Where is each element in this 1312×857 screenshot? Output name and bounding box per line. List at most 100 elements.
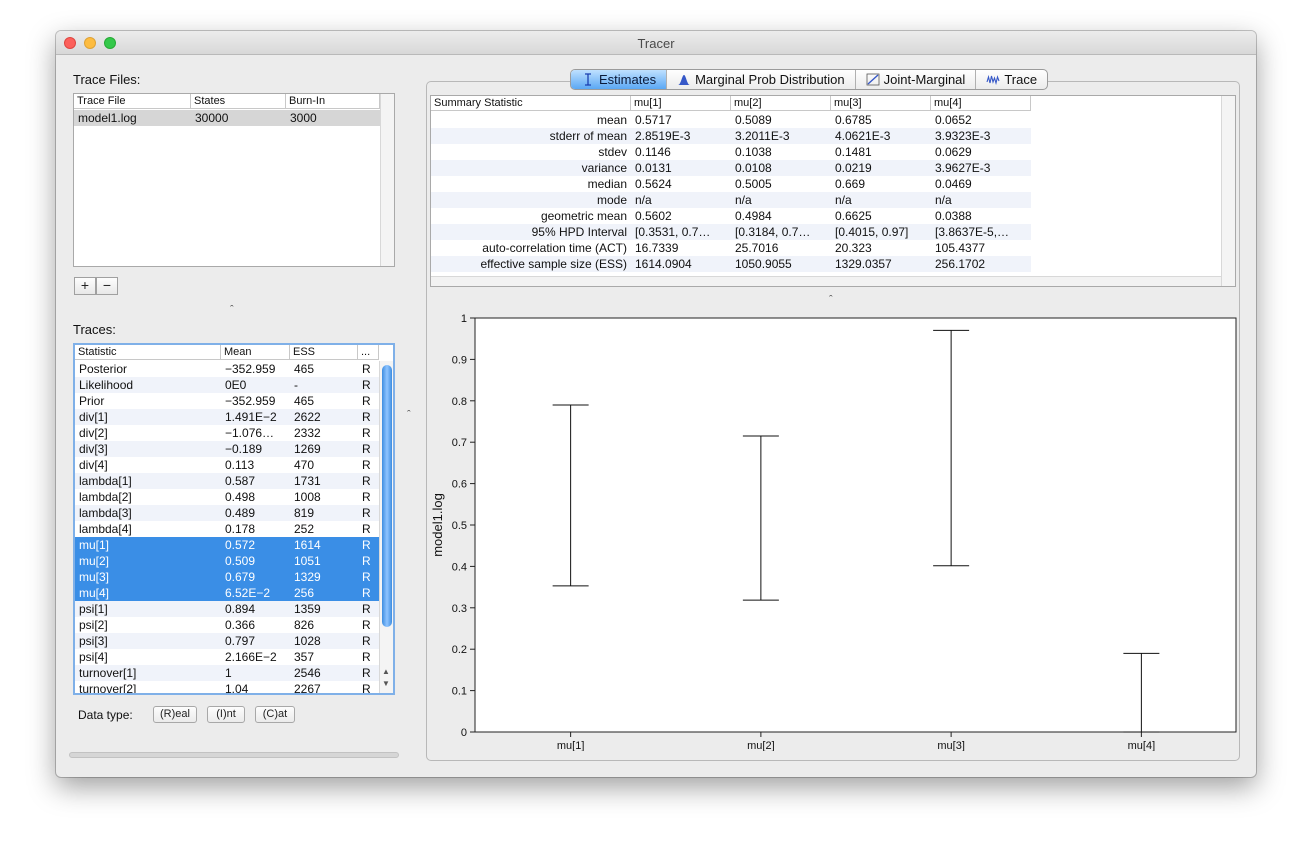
trace-row[interactable]: mu[4] 6.52E−2 256 R bbox=[75, 585, 379, 601]
col-burn-in[interactable]: Burn-In bbox=[286, 94, 380, 109]
summary-table: Summary Statistic mu[1] mu[2] mu[3] mu[4… bbox=[430, 95, 1236, 287]
trace-file-burnin[interactable]: 3000 bbox=[290, 111, 317, 125]
trace-row[interactable]: div[2] −1.076… 2332 R bbox=[75, 425, 379, 441]
trace-mean: 0.587 bbox=[225, 474, 256, 488]
summary-value: 0.1038 bbox=[735, 145, 772, 159]
trace-type: R bbox=[362, 394, 371, 408]
trace-statistic: psi[1] bbox=[79, 602, 108, 616]
close-icon[interactable] bbox=[64, 37, 76, 49]
vertical-split-caret-icon[interactable]: ˆ bbox=[407, 409, 411, 421]
trace-row[interactable]: mu[2] 0.509 1051 R bbox=[75, 553, 379, 569]
trace-ess: 256 bbox=[294, 586, 315, 600]
trace-ess: 1359 bbox=[294, 602, 321, 616]
tab-marginal-prob-distribution[interactable]: Marginal Prob Distribution bbox=[667, 70, 856, 89]
trace-file-row[interactable]: model1.log 30000 3000 bbox=[74, 110, 380, 126]
summary-value: 256.1702 bbox=[935, 257, 986, 271]
trace-row[interactable]: div[4] 0.113 470 R bbox=[75, 457, 379, 473]
left-panel-scrollbar[interactable] bbox=[69, 752, 399, 758]
trace-mean: 0.894 bbox=[225, 602, 256, 616]
col-mu1[interactable]: mu[1] bbox=[631, 96, 731, 111]
summary-row: effective sample size (ESS) 1614.0904 1050… bbox=[431, 256, 1031, 272]
trace-row[interactable]: psi[4] 2.166E−2 357 R bbox=[75, 649, 379, 665]
traces-scrollbar[interactable]: ▲ ▼ bbox=[379, 361, 393, 693]
summary-value: 0.0388 bbox=[935, 209, 972, 223]
trace-row[interactable]: psi[3] 0.797 1028 R bbox=[75, 633, 379, 649]
trace-statistic: lambda[4] bbox=[79, 522, 132, 536]
trace-row[interactable]: div[1] 1.491E−2 2622 R bbox=[75, 409, 379, 425]
trace-type: R bbox=[362, 522, 371, 536]
trace-ess: 1008 bbox=[294, 490, 321, 504]
tab-estimates[interactable]: Estimates bbox=[571, 70, 668, 89]
col-mu4[interactable]: mu[4] bbox=[931, 96, 1031, 111]
col-states[interactable]: States bbox=[191, 94, 286, 109]
col-mean[interactable]: Mean bbox=[221, 345, 290, 360]
trace-icon bbox=[986, 74, 1000, 86]
left-split-caret-icon[interactable]: ˆ bbox=[230, 304, 234, 316]
remove-trace-file-button[interactable]: − bbox=[96, 277, 118, 295]
trace-type: R bbox=[362, 538, 371, 552]
trace-row[interactable]: lambda[1] 0.587 1731 R bbox=[75, 473, 379, 489]
summary-row: median 0.5624 0.5005 0.669 0.0469 bbox=[431, 176, 1031, 192]
trace-statistic: psi[3] bbox=[79, 634, 108, 648]
add-trace-file-button[interactable]: + bbox=[74, 277, 96, 295]
trace-statistic: turnover[2] bbox=[79, 682, 137, 695]
summary-value: [0.4015, 0.97] bbox=[835, 225, 909, 239]
trace-row[interactable]: Likelihood 0E0 - R bbox=[75, 377, 379, 393]
trace-row[interactable]: turnover[1] 1 2546 R bbox=[75, 665, 379, 681]
col-statistic[interactable]: Statistic bbox=[75, 345, 221, 360]
trace-row[interactable]: lambda[4] 0.178 252 R bbox=[75, 521, 379, 537]
trace-ess: 2546 bbox=[294, 666, 321, 680]
trace-files-table: Trace File States Burn-In model1.log 300… bbox=[73, 93, 395, 267]
col-summary-statistic[interactable]: Summary Statistic bbox=[431, 96, 631, 111]
summary-value: 1329.0357 bbox=[835, 257, 892, 271]
trace-row[interactable]: turnover[2] 1.04 2267 R bbox=[75, 681, 379, 695]
real-type-button[interactable]: (R)eal bbox=[153, 706, 197, 723]
cat-type-button[interactable]: (C)at bbox=[255, 706, 295, 723]
summary-row: mean 0.5717 0.5089 0.6785 0.0652 bbox=[431, 112, 1031, 128]
trace-row[interactable]: mu[3] 0.679 1329 R bbox=[75, 569, 379, 585]
trace-row[interactable]: mu[1] 0.572 1614 R bbox=[75, 537, 379, 553]
trace-ess: 1329 bbox=[294, 570, 321, 584]
summary-value: 0.1481 bbox=[835, 145, 872, 159]
trace-row[interactable]: Prior −352.959 465 R bbox=[75, 393, 379, 409]
trace-file-states: 30000 bbox=[195, 111, 229, 125]
trace-ess: - bbox=[294, 378, 298, 392]
trace-type: R bbox=[362, 666, 371, 680]
summary-value: 0.0131 bbox=[635, 161, 672, 175]
minimize-icon[interactable] bbox=[84, 37, 96, 49]
summary-value: 0.0108 bbox=[735, 161, 772, 175]
trace-row[interactable]: psi[2] 0.366 826 R bbox=[75, 617, 379, 633]
trace-row[interactable]: lambda[2] 0.498 1008 R bbox=[75, 489, 379, 505]
col-mu2[interactable]: mu[2] bbox=[731, 96, 831, 111]
col-ess[interactable]: ESS bbox=[290, 345, 358, 360]
summary-stat-name: geometric mean bbox=[540, 209, 627, 223]
trace-row[interactable]: lambda[3] 0.489 819 R bbox=[75, 505, 379, 521]
y-tick-label: 0 bbox=[461, 727, 467, 739]
trace-files-scrollbar[interactable] bbox=[380, 94, 394, 266]
trace-row[interactable]: psi[1] 0.894 1359 R bbox=[75, 601, 379, 617]
col-type[interactable]: ... bbox=[358, 345, 379, 360]
scroll-down-icon[interactable]: ▼ bbox=[382, 679, 390, 688]
traces-scroll-thumb[interactable] bbox=[382, 365, 392, 627]
tab-joint-marginal[interactable]: Joint-Marginal bbox=[856, 70, 977, 89]
col-mu3[interactable]: mu[3] bbox=[831, 96, 931, 111]
trace-ess: 2622 bbox=[294, 410, 321, 424]
trace-row[interactable]: div[3] −0.189 1269 R bbox=[75, 441, 379, 457]
distribution-icon bbox=[678, 75, 691, 85]
col-trace-file[interactable]: Trace File bbox=[74, 94, 191, 109]
zoom-icon[interactable] bbox=[104, 37, 116, 49]
trace-row[interactable]: Posterior −352.959 465 R bbox=[75, 361, 379, 377]
trace-mean: −352.959 bbox=[225, 394, 276, 408]
summary-value: 105.4377 bbox=[935, 241, 986, 255]
int-type-button[interactable]: (I)nt bbox=[207, 706, 245, 723]
trace-type: R bbox=[362, 570, 371, 584]
y-tick-label: 0.8 bbox=[452, 396, 467, 408]
trace-type: R bbox=[362, 426, 371, 440]
tab-trace[interactable]: Trace bbox=[976, 70, 1047, 89]
summary-hscrollbar[interactable] bbox=[431, 276, 1221, 286]
right-split-caret-icon[interactable]: ˆ bbox=[829, 294, 833, 306]
scroll-up-icon[interactable]: ▲ bbox=[382, 667, 390, 676]
summary-value: 20.323 bbox=[835, 241, 872, 255]
trace-mean: 0.489 bbox=[225, 506, 256, 520]
summary-scrollbar[interactable] bbox=[1221, 96, 1235, 286]
